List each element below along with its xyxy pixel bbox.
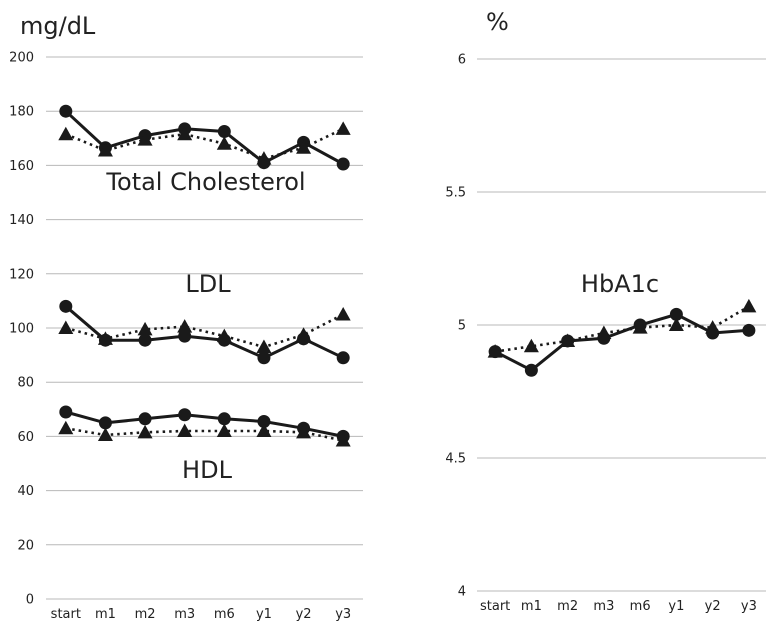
total-cholesterol-triangle-point (177, 126, 193, 141)
y-tick-label: 100 (9, 322, 34, 337)
x-tick-label: m1 (521, 599, 542, 614)
x-tick-label: start (480, 599, 510, 614)
ldl-triangle-point (216, 328, 232, 343)
lipid-panel: mg/dL 0 20 40 60 80 100 120 140 160 180 200 start m1 m… (9, 12, 363, 622)
y-tick-label: 160 (9, 159, 34, 174)
ldl-triangle-series-line (65, 313, 344, 349)
hdl-circle-series-line (65, 410, 344, 438)
ldl-circle-point (59, 299, 73, 313)
total-cholesterol-triangle-point (335, 121, 351, 135)
y-tick-label: 5 (458, 319, 466, 334)
hba1c-circle-point (742, 323, 756, 337)
total-cholesterol-circle-series-line (64, 110, 344, 166)
total-cholesterol-circle-point (59, 104, 73, 118)
x-tick-label: y1 (668, 599, 684, 614)
hdl-triangle-series-line (65, 427, 344, 442)
total-cholesterol-triangle-point (296, 140, 312, 154)
hba1c-triangle-point (487, 344, 503, 358)
y-tick-label: 120 (9, 267, 34, 282)
y-tick-label: 20 (17, 538, 34, 553)
x-tick-label: y1 (256, 607, 272, 622)
hdl-triangle-point (216, 423, 232, 437)
x-tick-label: y2 (296, 607, 312, 622)
y-tick-label: 4 (458, 585, 466, 600)
hba1c-panel: % 4 4.5 5 5.5 6 start m1 m2 m3 m6 y1 y2 y3 HbA1c (445, 8, 766, 614)
x-tick-label: y3 (335, 607, 351, 622)
x-tick-label: m6 (630, 599, 651, 614)
ldl-triangle-point (177, 319, 193, 333)
y-tick-label: 4.5 (445, 452, 466, 467)
x-tick-label: m3 (593, 599, 614, 614)
y-tick-label: 0 (26, 593, 34, 608)
y-tick-label: 60 (17, 430, 34, 445)
y-tick-label: 80 (17, 376, 34, 391)
total-cholesterol-circle-point (336, 157, 350, 171)
hba1c-circle-series-line (494, 312, 750, 372)
total-cholesterol-triangle-point (137, 132, 153, 146)
hba1c-triangle-point (741, 298, 757, 313)
y-tick-label: 180 (9, 105, 34, 120)
x-tick-label: start (51, 607, 81, 622)
hdl-triangle-point (137, 424, 153, 439)
ldl-circle-series-line (64, 305, 344, 360)
ldl-circle-point (257, 351, 271, 365)
y-tick-label: 5.5 (445, 186, 466, 201)
hba1c-triangle-point (596, 325, 612, 339)
hdl-label: HDL (182, 456, 233, 484)
hba1c-triangle-point (560, 333, 576, 347)
ldl-circle-point (336, 351, 350, 365)
hdl-circle-point (217, 412, 231, 426)
hba1c-triangle-point (523, 338, 539, 353)
total-cholesterol-triangle-point (256, 151, 272, 165)
ldl-triangle-point (97, 331, 113, 345)
hdl-triangle-point (97, 427, 113, 442)
hdl-circle-point (59, 405, 73, 419)
ldl-triangle-point (137, 321, 153, 336)
y-tick-label: 140 (9, 213, 34, 228)
hdl-triangle-point (177, 423, 193, 437)
y-unit-label: % (486, 8, 509, 36)
total-cholesterol-triangle-point (216, 136, 232, 150)
hba1c-label: HbA1c (581, 270, 659, 298)
x-tick-label: m3 (174, 607, 195, 622)
x-tick-label: m2 (557, 599, 578, 614)
ldl-triangle-point (256, 339, 272, 353)
total-cholesterol-triangle-point (97, 142, 113, 157)
x-tick-label: y2 (705, 599, 721, 614)
ldl-label: LDL (185, 270, 231, 298)
hba1c-triangle-point (632, 320, 648, 334)
ldl-circle-point (178, 329, 192, 343)
total-cholesterol-circle-point (217, 125, 231, 139)
y-tick-label: 6 (458, 53, 466, 68)
ldl-triangle-point (335, 306, 351, 321)
hdl-triangle-point (256, 423, 272, 437)
hdl-circle-point (178, 408, 192, 422)
x-tick-label: y3 (741, 599, 757, 614)
hdl-triangle-point (296, 424, 312, 439)
ldl-triangle-point (58, 320, 74, 334)
hdl-triangle-point (335, 432, 351, 447)
hdl-circle-point (257, 414, 271, 428)
hba1c-triangle-point (668, 317, 684, 331)
hdl-circle-point (138, 412, 152, 426)
x-tick-label: m1 (95, 607, 116, 622)
hdl-triangle-point (58, 420, 74, 435)
ldl-triangle-point (296, 327, 312, 341)
hba1c-triangle-point (705, 320, 721, 334)
ldl-circle-point (138, 333, 152, 347)
hba1c-circle-point (524, 363, 538, 377)
x-tick-label: m6 (214, 607, 235, 622)
y-tick-label: 40 (17, 484, 34, 499)
total-cholesterol-triangle-series-line (65, 127, 344, 160)
total-cholesterol-label: Total Cholesterol (105, 168, 305, 196)
hdl-circle-point (98, 416, 112, 430)
y-tick-label: 200 (9, 51, 34, 66)
y-unit-label: mg/dL (20, 12, 96, 40)
hba1c-circle-point (669, 307, 683, 321)
total-cholesterol-triangle-point (58, 126, 74, 141)
x-tick-label: m2 (135, 607, 156, 622)
